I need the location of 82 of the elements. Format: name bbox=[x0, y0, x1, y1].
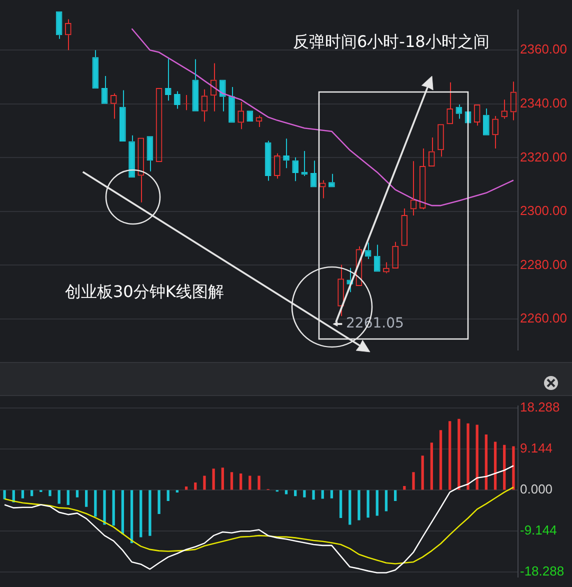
bar bbox=[94, 490, 97, 517]
bar bbox=[48, 490, 52, 496]
bar bbox=[330, 490, 334, 498]
bar bbox=[294, 490, 297, 496]
bar bbox=[258, 476, 260, 490]
bar bbox=[76, 490, 79, 498]
bar bbox=[366, 490, 370, 518]
candlestick bbox=[128, 134, 135, 178]
candlestick bbox=[120, 90, 126, 142]
bar bbox=[66, 490, 70, 506]
bar bbox=[103, 490, 106, 525]
bar bbox=[376, 490, 378, 516]
annotation: 创业板30分钟K线图解 bbox=[65, 282, 224, 302]
bar bbox=[248, 476, 252, 490]
bar bbox=[403, 486, 406, 490]
y-tick-label: 0.000 bbox=[520, 482, 553, 497]
bar bbox=[85, 490, 88, 507]
candlestick bbox=[483, 108, 490, 136]
candlestick bbox=[456, 104, 462, 120]
y-tick-label: 2300.00 bbox=[520, 203, 567, 218]
bar bbox=[3, 490, 6, 500]
bar bbox=[230, 472, 234, 490]
candlestick bbox=[101, 75, 108, 104]
bar bbox=[203, 476, 206, 490]
candlestick bbox=[174, 90, 180, 110]
bar bbox=[194, 482, 197, 490]
y-tick-label: 2320.00 bbox=[520, 149, 567, 164]
candlestick bbox=[310, 160, 317, 188]
candlestick bbox=[374, 244, 380, 272]
y-tick-label: 2360.00 bbox=[520, 42, 567, 57]
bar bbox=[30, 490, 34, 496]
bar bbox=[130, 490, 134, 544]
candlestick bbox=[219, 80, 226, 112]
candlestick bbox=[92, 50, 99, 89]
candlestick bbox=[56, 11, 62, 40]
bar bbox=[358, 490, 360, 520]
bar bbox=[503, 444, 506, 490]
bar bbox=[21, 490, 24, 498]
bar bbox=[494, 442, 497, 490]
bar bbox=[284, 490, 288, 494]
bar bbox=[221, 468, 224, 490]
bar bbox=[58, 490, 60, 504]
bar bbox=[412, 472, 415, 490]
y-tick-label: 2340.00 bbox=[520, 95, 567, 110]
candlestick bbox=[192, 58, 199, 112]
bar bbox=[339, 490, 342, 518]
bar bbox=[394, 490, 397, 502]
bar bbox=[430, 442, 433, 490]
bar bbox=[148, 490, 152, 536]
y-tick-label: -18.288 bbox=[520, 563, 564, 578]
bar bbox=[312, 490, 315, 500]
y-tick-label: -9.144 bbox=[520, 522, 557, 538]
candlestick bbox=[328, 173, 335, 188]
y-tick-label: 9.144 bbox=[520, 440, 553, 456]
bar bbox=[303, 490, 306, 498]
bar bbox=[448, 421, 452, 490]
candlestick bbox=[292, 156, 299, 182]
bar bbox=[184, 486, 188, 490]
bar bbox=[121, 490, 124, 534]
y-tick-label: 18.288 bbox=[520, 400, 560, 415]
bar bbox=[112, 490, 115, 526]
candlestick bbox=[364, 242, 372, 260]
bar bbox=[140, 490, 142, 538]
bar bbox=[484, 434, 488, 490]
bar bbox=[439, 430, 442, 490]
annotation: 反弹时间6小时-18小时之间 bbox=[293, 32, 490, 52]
bar bbox=[212, 468, 215, 490]
bar bbox=[348, 490, 352, 525]
bar bbox=[512, 446, 515, 490]
y-tick-label: 2280.00 bbox=[520, 256, 567, 272]
y-tick-label: 2260.00 bbox=[520, 310, 567, 326]
bar bbox=[166, 490, 170, 502]
candlestick bbox=[228, 86, 235, 123]
bar bbox=[321, 490, 324, 499]
bar bbox=[239, 473, 242, 490]
bar bbox=[476, 424, 478, 490]
bar bbox=[384, 490, 388, 512]
bar bbox=[466, 423, 470, 490]
candlestick bbox=[264, 140, 272, 182]
bar bbox=[421, 456, 424, 490]
bar bbox=[158, 490, 160, 514]
bar bbox=[458, 418, 460, 490]
